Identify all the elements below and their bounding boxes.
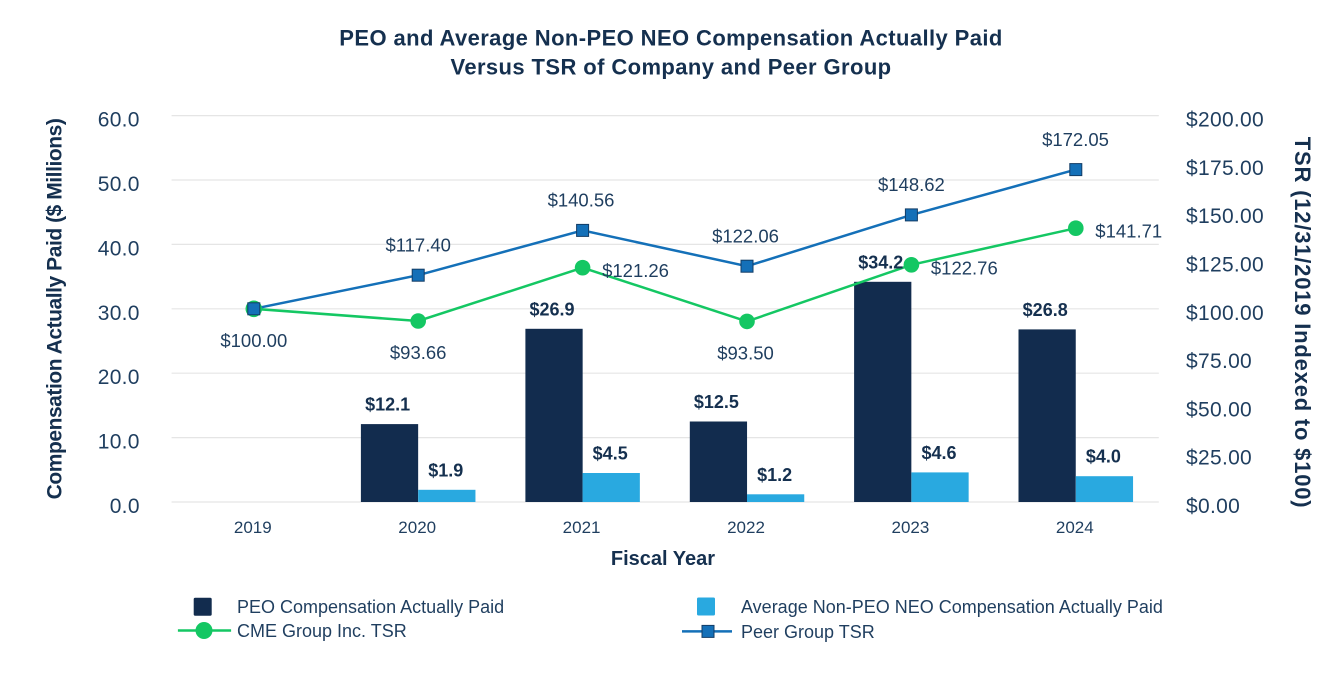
svg-text:PEO and Average Non-PEO NEO Co: PEO and Average Non-PEO NEO Compensation… <box>339 26 1002 51</box>
svg-text:$150.00: $150.00 <box>1186 205 1264 228</box>
svg-text:$12.1: $12.1 <box>365 395 410 415</box>
svg-text:Versus TSR of Company and Peer: Versus TSR of Company and Peer Group <box>450 55 891 80</box>
svg-text:$100.00: $100.00 <box>1186 302 1264 325</box>
svg-text:$140.56: $140.56 <box>548 190 615 211</box>
svg-text:$4.5: $4.5 <box>593 444 628 464</box>
svg-text:60.0: 60.0 <box>98 109 140 132</box>
svg-text:$141.71: $141.71 <box>1095 221 1162 242</box>
svg-text:$117.40: $117.40 <box>385 234 451 255</box>
svg-text:PEO Compensation Actually Paid: PEO Compensation Actually Paid <box>237 597 504 617</box>
svg-text:$100.00: $100.00 <box>220 330 287 351</box>
svg-text:$26.9: $26.9 <box>529 299 574 319</box>
svg-text:$122.06: $122.06 <box>712 225 779 246</box>
svg-text:$1.9: $1.9 <box>428 460 463 480</box>
svg-text:$0.00: $0.00 <box>1186 495 1240 518</box>
svg-text:$172.05: $172.05 <box>1042 129 1109 150</box>
svg-text:$4.6: $4.6 <box>921 443 956 463</box>
svg-text:$12.5: $12.5 <box>694 392 739 412</box>
svg-text:$122.76: $122.76 <box>931 257 998 278</box>
svg-text:Fiscal Year: Fiscal Year <box>611 548 715 570</box>
svg-text:$93.66: $93.66 <box>390 342 447 363</box>
svg-text:Compensation Actually Paid ($: Compensation Actually Paid ($ Millions) <box>44 119 67 500</box>
svg-text:10.0: 10.0 <box>98 431 140 454</box>
svg-text:50.0: 50.0 <box>98 173 140 196</box>
svg-text:$93.50: $93.50 <box>717 342 774 363</box>
svg-text:2024: 2024 <box>1056 518 1094 537</box>
svg-text:40.0: 40.0 <box>98 237 140 260</box>
svg-text:$4.0: $4.0 <box>1086 447 1121 467</box>
svg-text:$26.8: $26.8 <box>1023 300 1068 320</box>
svg-text:$25.00: $25.00 <box>1186 447 1252 470</box>
svg-text:2023: 2023 <box>891 518 929 537</box>
svg-text:$34.2: $34.2 <box>858 252 903 272</box>
svg-text:CME Group Inc. TSR: CME Group Inc. TSR <box>237 621 407 641</box>
svg-text:$200.00: $200.00 <box>1186 109 1264 132</box>
svg-text:$125.00: $125.00 <box>1186 254 1264 277</box>
svg-text:$75.00: $75.00 <box>1186 350 1252 373</box>
svg-text:$175.00: $175.00 <box>1186 157 1264 180</box>
svg-text:$148.62: $148.62 <box>878 174 945 195</box>
svg-text:$121.26: $121.26 <box>602 260 669 281</box>
svg-text:20.0: 20.0 <box>98 366 140 389</box>
svg-text:$50.00: $50.00 <box>1186 398 1252 421</box>
svg-text:2022: 2022 <box>727 518 765 537</box>
svg-text:$1.2: $1.2 <box>757 465 792 485</box>
svg-text:2020: 2020 <box>398 518 436 537</box>
svg-text:TSR (12/31/2019 Indexed to $1: TSR (12/31/2019 Indexed to $100) <box>1290 137 1315 509</box>
svg-text:2019: 2019 <box>234 518 272 537</box>
svg-text:Peer Group TSR: Peer Group TSR <box>741 622 875 642</box>
svg-text:30.0: 30.0 <box>98 302 140 325</box>
svg-text:0.0: 0.0 <box>110 495 140 518</box>
svg-text:Average Non-PEO NEO Compensati: Average Non-PEO NEO Compensation Actuall… <box>741 597 1163 617</box>
svg-text:2021: 2021 <box>563 518 601 537</box>
